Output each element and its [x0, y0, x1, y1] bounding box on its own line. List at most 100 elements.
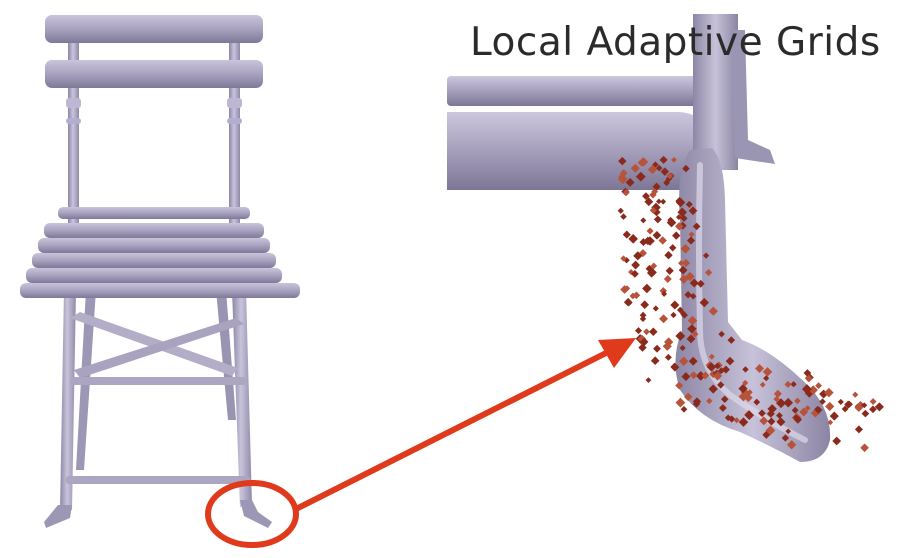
grid-cell: [832, 436, 842, 446]
grid-cell: [728, 415, 736, 423]
grid-cell: [705, 268, 713, 277]
grid-cell: [803, 369, 812, 377]
grid-cell: [854, 425, 863, 434]
grid-cell: [684, 291, 692, 299]
grid-cell: [692, 400, 701, 408]
grid-cell: [785, 428, 792, 435]
grid-cell: [685, 200, 693, 208]
grid-cell: [767, 404, 777, 414]
grid-cell: [687, 324, 697, 334]
grid-cell: [725, 356, 735, 366]
grid-cell: [714, 362, 721, 370]
grid-cell: [767, 417, 776, 426]
grid-cell: [659, 314, 669, 324]
grid-cell: [666, 217, 677, 228]
grid-cell: [819, 398, 826, 405]
grid-cell: [773, 395, 780, 403]
grid-cell: [683, 392, 693, 402]
grid-cell: [680, 405, 688, 413]
grid-cell: [649, 191, 657, 199]
grid-cell: [869, 398, 877, 405]
grid-cell: [773, 389, 782, 398]
grid-cell: [804, 374, 813, 383]
chair-back-second-slat: [45, 60, 263, 88]
grid-cell: [620, 213, 627, 220]
grid-cell: [781, 434, 790, 442]
grid-cell: [738, 391, 749, 402]
chair-cross-brace-a: [70, 312, 238, 376]
grid-cell: [631, 260, 640, 270]
grid-cell: [718, 330, 725, 338]
grid-cell: [720, 395, 729, 403]
grid-cell: [652, 230, 662, 240]
grid-cell: [721, 365, 730, 374]
chair-right-foot: [240, 500, 272, 528]
grid-cell: [712, 371, 723, 381]
grid-cell: [845, 400, 853, 408]
chair-seat-slat: [20, 283, 300, 298]
grid-cell: [634, 327, 643, 335]
grid-cell: [653, 344, 661, 353]
grid-cell: [701, 371, 710, 380]
grid-cell: [632, 291, 641, 300]
grid-cell: [622, 230, 631, 239]
grid-cell: [640, 337, 649, 347]
grid-cell: [691, 330, 699, 338]
grid-cell: [681, 372, 691, 382]
grid-cell: [672, 231, 681, 240]
grid-cell: [640, 217, 647, 224]
grid-cell: [856, 400, 865, 410]
grid-cell: [765, 425, 776, 436]
grid-cell: [675, 381, 684, 390]
grid-cell: [623, 285, 631, 292]
grid-cell: [653, 215, 662, 224]
grid-cell: [665, 266, 674, 275]
grid-cell: [646, 268, 657, 278]
grid-cell: [669, 244, 677, 252]
grid-cell: [837, 398, 844, 405]
chair-seat-slat: [44, 223, 264, 238]
grid-cell: [670, 311, 677, 319]
chair-left-foot: [44, 505, 72, 528]
grid-cell: [861, 402, 868, 409]
chair-seat-slat: [38, 238, 270, 253]
grid-cell: [650, 262, 658, 270]
grid-cell: [617, 207, 624, 214]
arrowhead-icon: [598, 338, 636, 368]
zoom-arrow: [295, 338, 636, 511]
grid-cell: [639, 238, 648, 247]
grid-cell: [664, 251, 673, 260]
grid-cell: [664, 337, 674, 347]
zoomed-chair-leg: [447, 14, 831, 462]
grid-cell: [643, 328, 650, 336]
grid-cell: [645, 377, 652, 383]
grid-cell: [841, 405, 849, 413]
grid-cell: [727, 336, 736, 344]
grid-cell: [801, 384, 812, 395]
grid-cell: [670, 300, 680, 310]
grid-cell: [649, 206, 657, 214]
grid-cell: [776, 398, 786, 409]
grid-cell: [815, 382, 822, 389]
grid-cell: [664, 353, 672, 361]
grid-cell: [799, 407, 809, 417]
grid-cell: [639, 311, 647, 319]
chair-cross-brace-b: [74, 318, 244, 378]
grid-cell: [776, 417, 786, 427]
grid-cell: [671, 157, 677, 163]
grid-cell: [623, 297, 633, 307]
chair-seat-slat: [26, 268, 282, 283]
chair-seat-slat: [32, 253, 276, 268]
grid-cell: [679, 344, 686, 352]
grid-cell: [762, 367, 773, 377]
grid-cell: [869, 405, 877, 414]
grid-cell: [649, 327, 658, 337]
grid-cell: [642, 283, 652, 294]
chair-front-left-leg: [60, 290, 76, 512]
grid-cell: [661, 290, 668, 297]
grid-cell: [733, 417, 740, 424]
grid-cell: [738, 383, 748, 394]
grid-cell: [719, 404, 727, 412]
grid-cell: [808, 385, 818, 395]
